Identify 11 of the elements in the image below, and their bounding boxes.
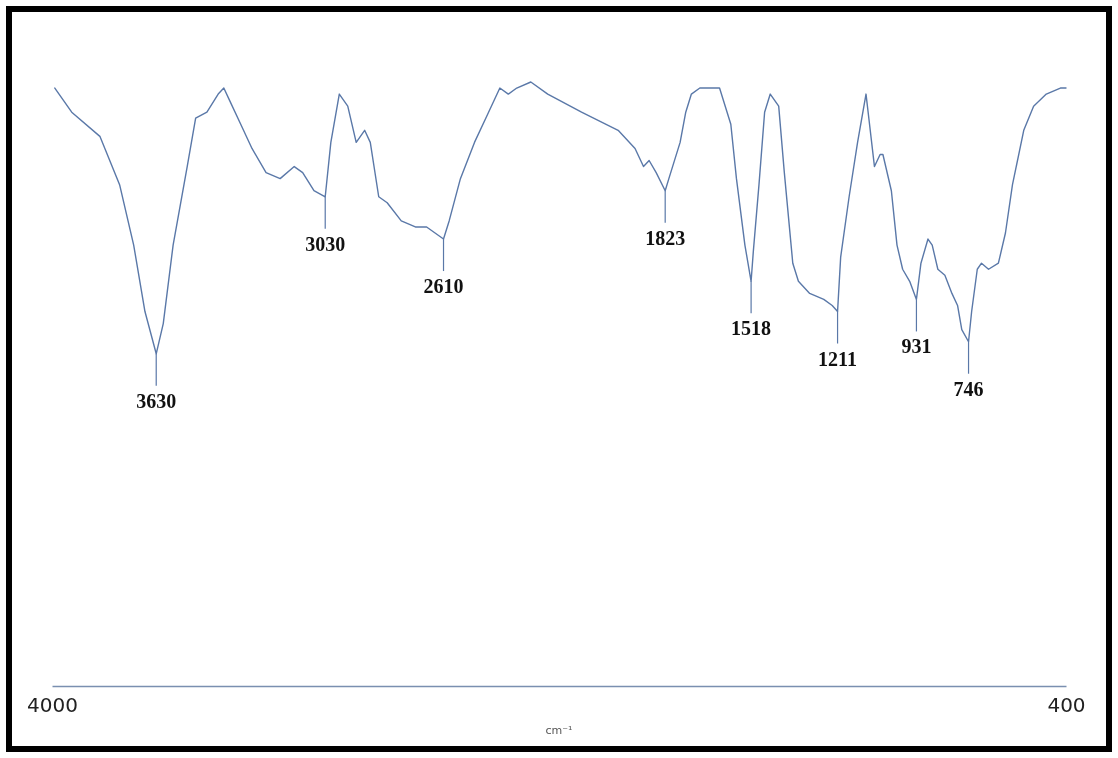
x-axis-title: cm⁻¹ [545, 724, 573, 737]
x-tick-label: 400 [1047, 693, 1086, 718]
x-tick-label: 4000 [27, 693, 78, 718]
annotation: 746 [953, 377, 984, 400]
annotation: 1823 [645, 226, 686, 249]
annotation: 3030 [305, 232, 346, 255]
annotation: 2610 [423, 275, 464, 298]
annotation: 931 [901, 335, 932, 358]
annotation: 1211 [818, 347, 858, 370]
annotation: 3630 [136, 389, 177, 412]
annotation: 1518 [731, 317, 772, 340]
